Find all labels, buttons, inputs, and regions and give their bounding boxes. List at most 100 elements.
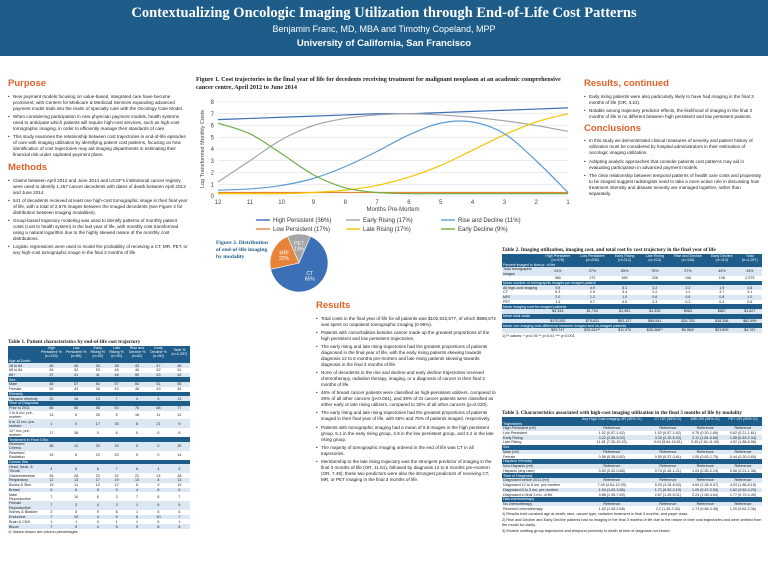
table-cell: 8 [148,524,169,529]
table-cell: Reference [686,449,724,455]
table-cell: 1 [75,519,78,524]
table-cell: Diagnosed 6 to 3 mo. pre-mortem [502,487,575,493]
poster-title: Contextualizing Oncologic Imaging Utiliz… [131,5,637,21]
table-cell: 5 [157,519,160,524]
table-cell: All high-cost imaging [502,285,541,291]
table3: Any High Cost Imaging OR (95% CI) CT OR (… [502,416,762,512]
table-cell: Respiratory [8,478,39,483]
x-tick-label: 11 [247,200,254,206]
table-cell: 4 [88,501,108,510]
table-cell: $38,068** [639,328,670,333]
table-row: Received chemotherapy 1.62 (1.08-2.68) 2.2… [502,506,762,511]
table-cell: 20 [107,441,126,451]
purpose-list: New payment models focusing on value-bas… [8,94,188,159]
table-cell: 16 [134,412,140,417]
table-cell: 2.67 (1.49-5.01) [654,492,681,497]
table-cell: 0.55 (0.37-0.81) [654,454,681,459]
table-cell: 17 [88,419,108,429]
y-tick-label: 1 [211,182,215,188]
table-cell: 1.2 [685,290,691,295]
table-cell: 65% [609,267,640,276]
table-cell: Received Radiation [9,451,25,460]
x-tick-label: 10 [278,200,285,206]
table-row: Blood 7 5 4 5 5 8 6 [8,524,190,529]
table-section: Mean total costs [502,313,762,319]
table-cell: 0.74 (0.45-1.21) [654,468,681,473]
table-cell: 24 [156,473,161,478]
table2-caption: Table 2. Imaging utilization, imaging co… [502,247,716,253]
table-cell: 21 [148,419,169,429]
table-cell: 19 [49,453,54,458]
table-cell: 43% [706,267,738,276]
table-cell: 0.6 [669,294,707,300]
pie-slice [270,235,329,293]
x-tick-label: 12 [215,200,222,206]
table-row: Male Reproductive 7 10 6 3 7 6 7 [8,492,190,501]
table-header: Late Rising % (n=93) [107,345,126,359]
table-header: Total % (n=1,257) [168,345,190,359]
table-cell: 6 [38,487,64,493]
table-row: Mean non-imaging cost difference between… [502,323,762,329]
table-header: MRI OR (95% CI) [686,416,724,422]
table-row: Low Persistent 1.02 (0.57-1.62) 1.02 (0.57… [502,431,762,436]
table-cell: 6 [157,494,160,499]
table-cell: 4.03 (1.86-8.15) [729,483,757,488]
right-column: Results, continued Early rising patients… [584,78,762,199]
y-tick-label: 2 [211,171,215,177]
table-section: Mean non-imaging cost difference between… [502,323,762,329]
table-cell: 58 [88,405,108,411]
table-cell: Reference [649,501,687,507]
table-row: Mean number of tomographic images per im… [502,280,762,286]
table-cell: 2 [50,510,53,515]
x-tick-label: 4 [471,200,475,206]
table-cell: Reference [649,425,687,431]
table-cell: Early Rising [502,435,575,441]
table-cell: 1.05 (0.63-1.75) [692,454,719,459]
table-row: Diagnosed 12 to 6 mo. pre-mortem 7.49 (4.… [502,483,762,488]
table-cell: 38 [107,363,126,368]
table-cell: 20 [114,453,119,458]
table-header: High Persistent (n=476) [540,253,576,263]
table-cell: 3.1 [747,290,753,295]
table-cell: 0.75 (0.20-1.69) [692,431,719,435]
table-row: Respiratory 12 13 17 19 13 8 13 [8,478,190,483]
bullet-item: The early rising and late rising traject… [316,344,496,368]
table-cell: 43 [114,387,119,392]
table-row: Cancer Site [8,459,190,465]
table-cell: 45 [177,387,182,392]
table-cell: Reference [686,501,724,507]
table-row: Bones & Skin 19 11 10 12 8 9 12 [8,483,190,488]
table-row: Age at Death [8,358,190,364]
table-cell: 5 [75,510,78,515]
table-cell: 1 [115,519,118,524]
table-cell: 1.0 [609,294,640,300]
table-cell: $6,984* [669,328,707,333]
table-cell: 1 [136,519,139,524]
table-cell: 54 [49,368,54,373]
footnote: 3) Models omitting group trajectories an… [502,529,670,534]
bullet-item: This study examines the relationship bet… [8,134,188,158]
table-cell: 7 [168,514,190,520]
table-cell: 6 to 12 mo. pre-mortem [8,419,39,429]
table-cell: 4.8 [737,285,762,291]
table-cell: 7 [38,514,64,520]
table-cell: 690 [621,276,628,281]
table-cell: 43% [737,267,762,276]
table-cell: 41 [63,372,89,378]
figure2-pie: PET 13% CT 65% MRI 22% [269,233,329,293]
table-row: Breast 6 8 5 5 4 8 6 [8,487,190,493]
table-cell: 1.2 [575,294,610,300]
bullet-item: New payment models focusing on value-bas… [8,94,188,112]
bullet-item: Logistic regressions were used to model … [8,244,188,256]
bullet-item: The majority of tomographic imaging orde… [316,445,496,457]
table-row: $170,262 $70,831 $92,127 $55,541 $26,783 $38,… [502,318,762,324]
table-row: Early Rising 3.22 (2.06-5.02) 3.30 (2.10-5… [502,435,762,441]
table-cell: 48 [38,441,64,451]
table-cell: Reference [574,425,650,431]
table-cell: $170,262 [540,318,576,324]
table-cell: 0 [63,419,89,429]
series-line [217,113,569,183]
table-cell: 32 [114,473,119,478]
table-cell: 5 [63,524,89,529]
